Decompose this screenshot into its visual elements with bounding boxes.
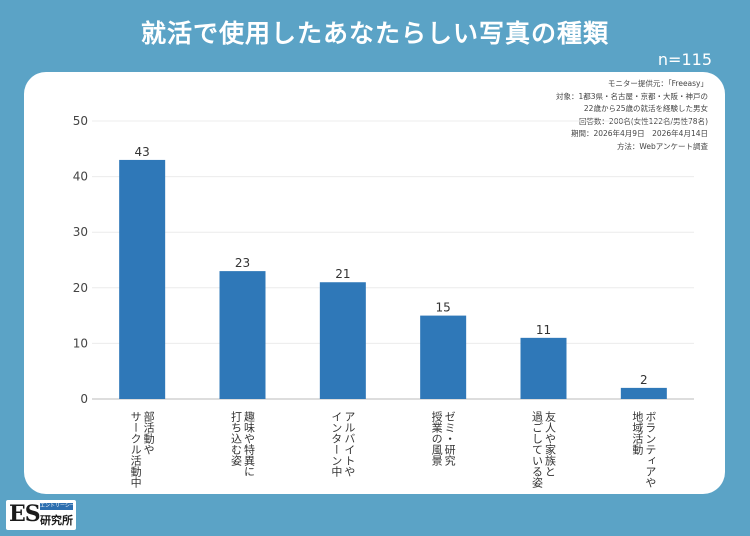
survey-note-line: 対象：1都3県・名古屋・京都・大阪・神戸の (555, 91, 708, 101)
bar (520, 337, 567, 399)
data-label: 21 (335, 267, 350, 281)
sample-size: n=115 (657, 50, 712, 69)
x-tick-label: 趣味や特異に (243, 410, 256, 477)
survey-note-line: 期間：2026年4月9日 2026年4月14日 (570, 129, 708, 138)
x-tick-label: 部活動や (142, 410, 155, 455)
y-tick-label: 30 (73, 225, 88, 239)
x-tick-label: ボランティアや (644, 411, 657, 488)
data-label: 43 (135, 145, 150, 159)
bar (219, 271, 266, 399)
logo-tag: エントリーシート (40, 503, 73, 510)
y-tick-label: 10 (73, 336, 88, 350)
data-label: 23 (235, 256, 250, 270)
survey-note-line: 方法：Webアンケート調査 (616, 141, 708, 151)
survey-note-line: 22歳から25歳の就活を経験した男女 (583, 104, 708, 113)
x-tick-label: ゼミ・研究 (443, 411, 456, 466)
x-tick-label: 授業の風景 (430, 410, 443, 466)
survey-note-line: モニター提供元：「Freeasy」 (607, 79, 708, 88)
x-tick-label: 友人や家族と (544, 410, 557, 477)
bar (319, 282, 366, 399)
x-tick-label: 打ち込む姿 (230, 410, 243, 466)
y-tick-label: 20 (73, 281, 88, 295)
x-tick-label: インターン中 (330, 411, 343, 477)
x-tick-label: アルバイトや (343, 411, 356, 477)
x-tick-label: 地域活動 (631, 411, 644, 456)
y-tick-label: 50 (73, 114, 88, 128)
x-tick-label: 過ごしている姿 (531, 411, 544, 488)
y-tick-label: 40 (73, 170, 88, 184)
bar (620, 387, 667, 399)
y-tick-label: 0 (80, 392, 88, 406)
chart-title: 就活で使用したあなたらしい写真の種類 (140, 19, 609, 48)
bar (420, 315, 467, 399)
data-label: 15 (436, 301, 451, 315)
es-logo: ES エントリーシート 研究所 (6, 500, 76, 530)
data-label: 11 (536, 323, 551, 337)
logo-mark: ES (9, 501, 41, 527)
data-label: 2 (640, 373, 648, 387)
chart-card: モニター提供元：「Freeasy」 対象：1都3県・名古屋・京都・大阪・神戸の … (24, 72, 725, 494)
bar (119, 159, 166, 399)
logo-name: 研究所 (40, 514, 73, 527)
x-tick-label: サークル活動中 (129, 411, 142, 488)
